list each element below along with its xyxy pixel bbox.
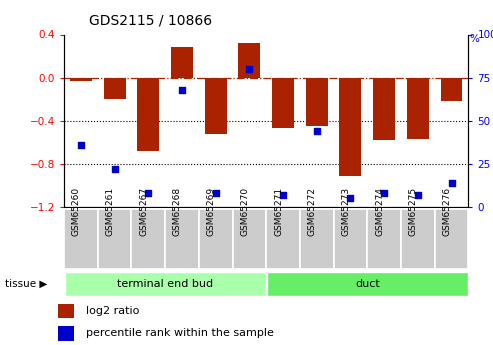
Bar	[441, 78, 462, 101]
Bar	[70, 78, 92, 81]
Bar	[132, 209, 165, 269]
Bar	[165, 209, 199, 269]
Point	[212, 190, 220, 196]
Text: GSM65261: GSM65261	[106, 187, 114, 236]
Bar	[435, 209, 468, 269]
Bar	[367, 209, 401, 269]
Bar	[401, 209, 435, 269]
Text: terminal end bud: terminal end bud	[117, 279, 213, 289]
Point	[313, 128, 320, 134]
Bar	[104, 78, 126, 99]
Bar	[272, 78, 294, 128]
Text: tissue ▶: tissue ▶	[5, 279, 47, 289]
Text: GSM65273: GSM65273	[342, 187, 351, 236]
Point	[144, 190, 152, 196]
Bar	[59, 326, 74, 341]
Bar	[199, 209, 233, 269]
Bar	[233, 209, 266, 269]
Bar	[334, 209, 367, 269]
Text: GSM65274: GSM65274	[375, 187, 384, 236]
Bar	[407, 78, 429, 139]
Text: duct: duct	[355, 279, 380, 289]
Text: GSM65260: GSM65260	[72, 187, 81, 236]
Bar	[267, 272, 468, 296]
Text: GSM65276: GSM65276	[443, 187, 452, 236]
Point	[448, 180, 456, 186]
Text: GSM65270: GSM65270	[241, 187, 249, 236]
Text: GSM65271: GSM65271	[274, 187, 283, 236]
Text: GSM65272: GSM65272	[308, 187, 317, 236]
Bar	[65, 272, 266, 296]
Bar	[239, 43, 260, 78]
Bar	[306, 78, 328, 126]
Point	[414, 192, 422, 198]
Text: GSM65275: GSM65275	[409, 187, 418, 236]
Bar	[64, 209, 98, 269]
Bar	[373, 78, 395, 140]
Bar	[205, 78, 227, 134]
Text: percentile rank within the sample: percentile rank within the sample	[86, 328, 274, 338]
Point	[77, 142, 85, 148]
Bar	[171, 47, 193, 78]
Text: GDS2115 / 10866: GDS2115 / 10866	[89, 14, 212, 28]
Bar	[300, 209, 334, 269]
Bar	[98, 209, 132, 269]
Point	[279, 192, 287, 198]
Text: GSM65268: GSM65268	[173, 187, 182, 236]
Bar	[138, 78, 159, 151]
Text: GSM65267: GSM65267	[140, 187, 148, 236]
Point	[347, 196, 354, 201]
Text: %: %	[470, 34, 480, 45]
Point	[246, 66, 253, 72]
Text: log2 ratio: log2 ratio	[86, 306, 140, 316]
Bar	[59, 304, 74, 318]
Bar	[266, 209, 300, 269]
Text: GSM65269: GSM65269	[207, 187, 216, 236]
Point	[380, 190, 388, 196]
Bar	[340, 78, 361, 176]
Point	[110, 166, 119, 172]
Point	[178, 87, 186, 92]
